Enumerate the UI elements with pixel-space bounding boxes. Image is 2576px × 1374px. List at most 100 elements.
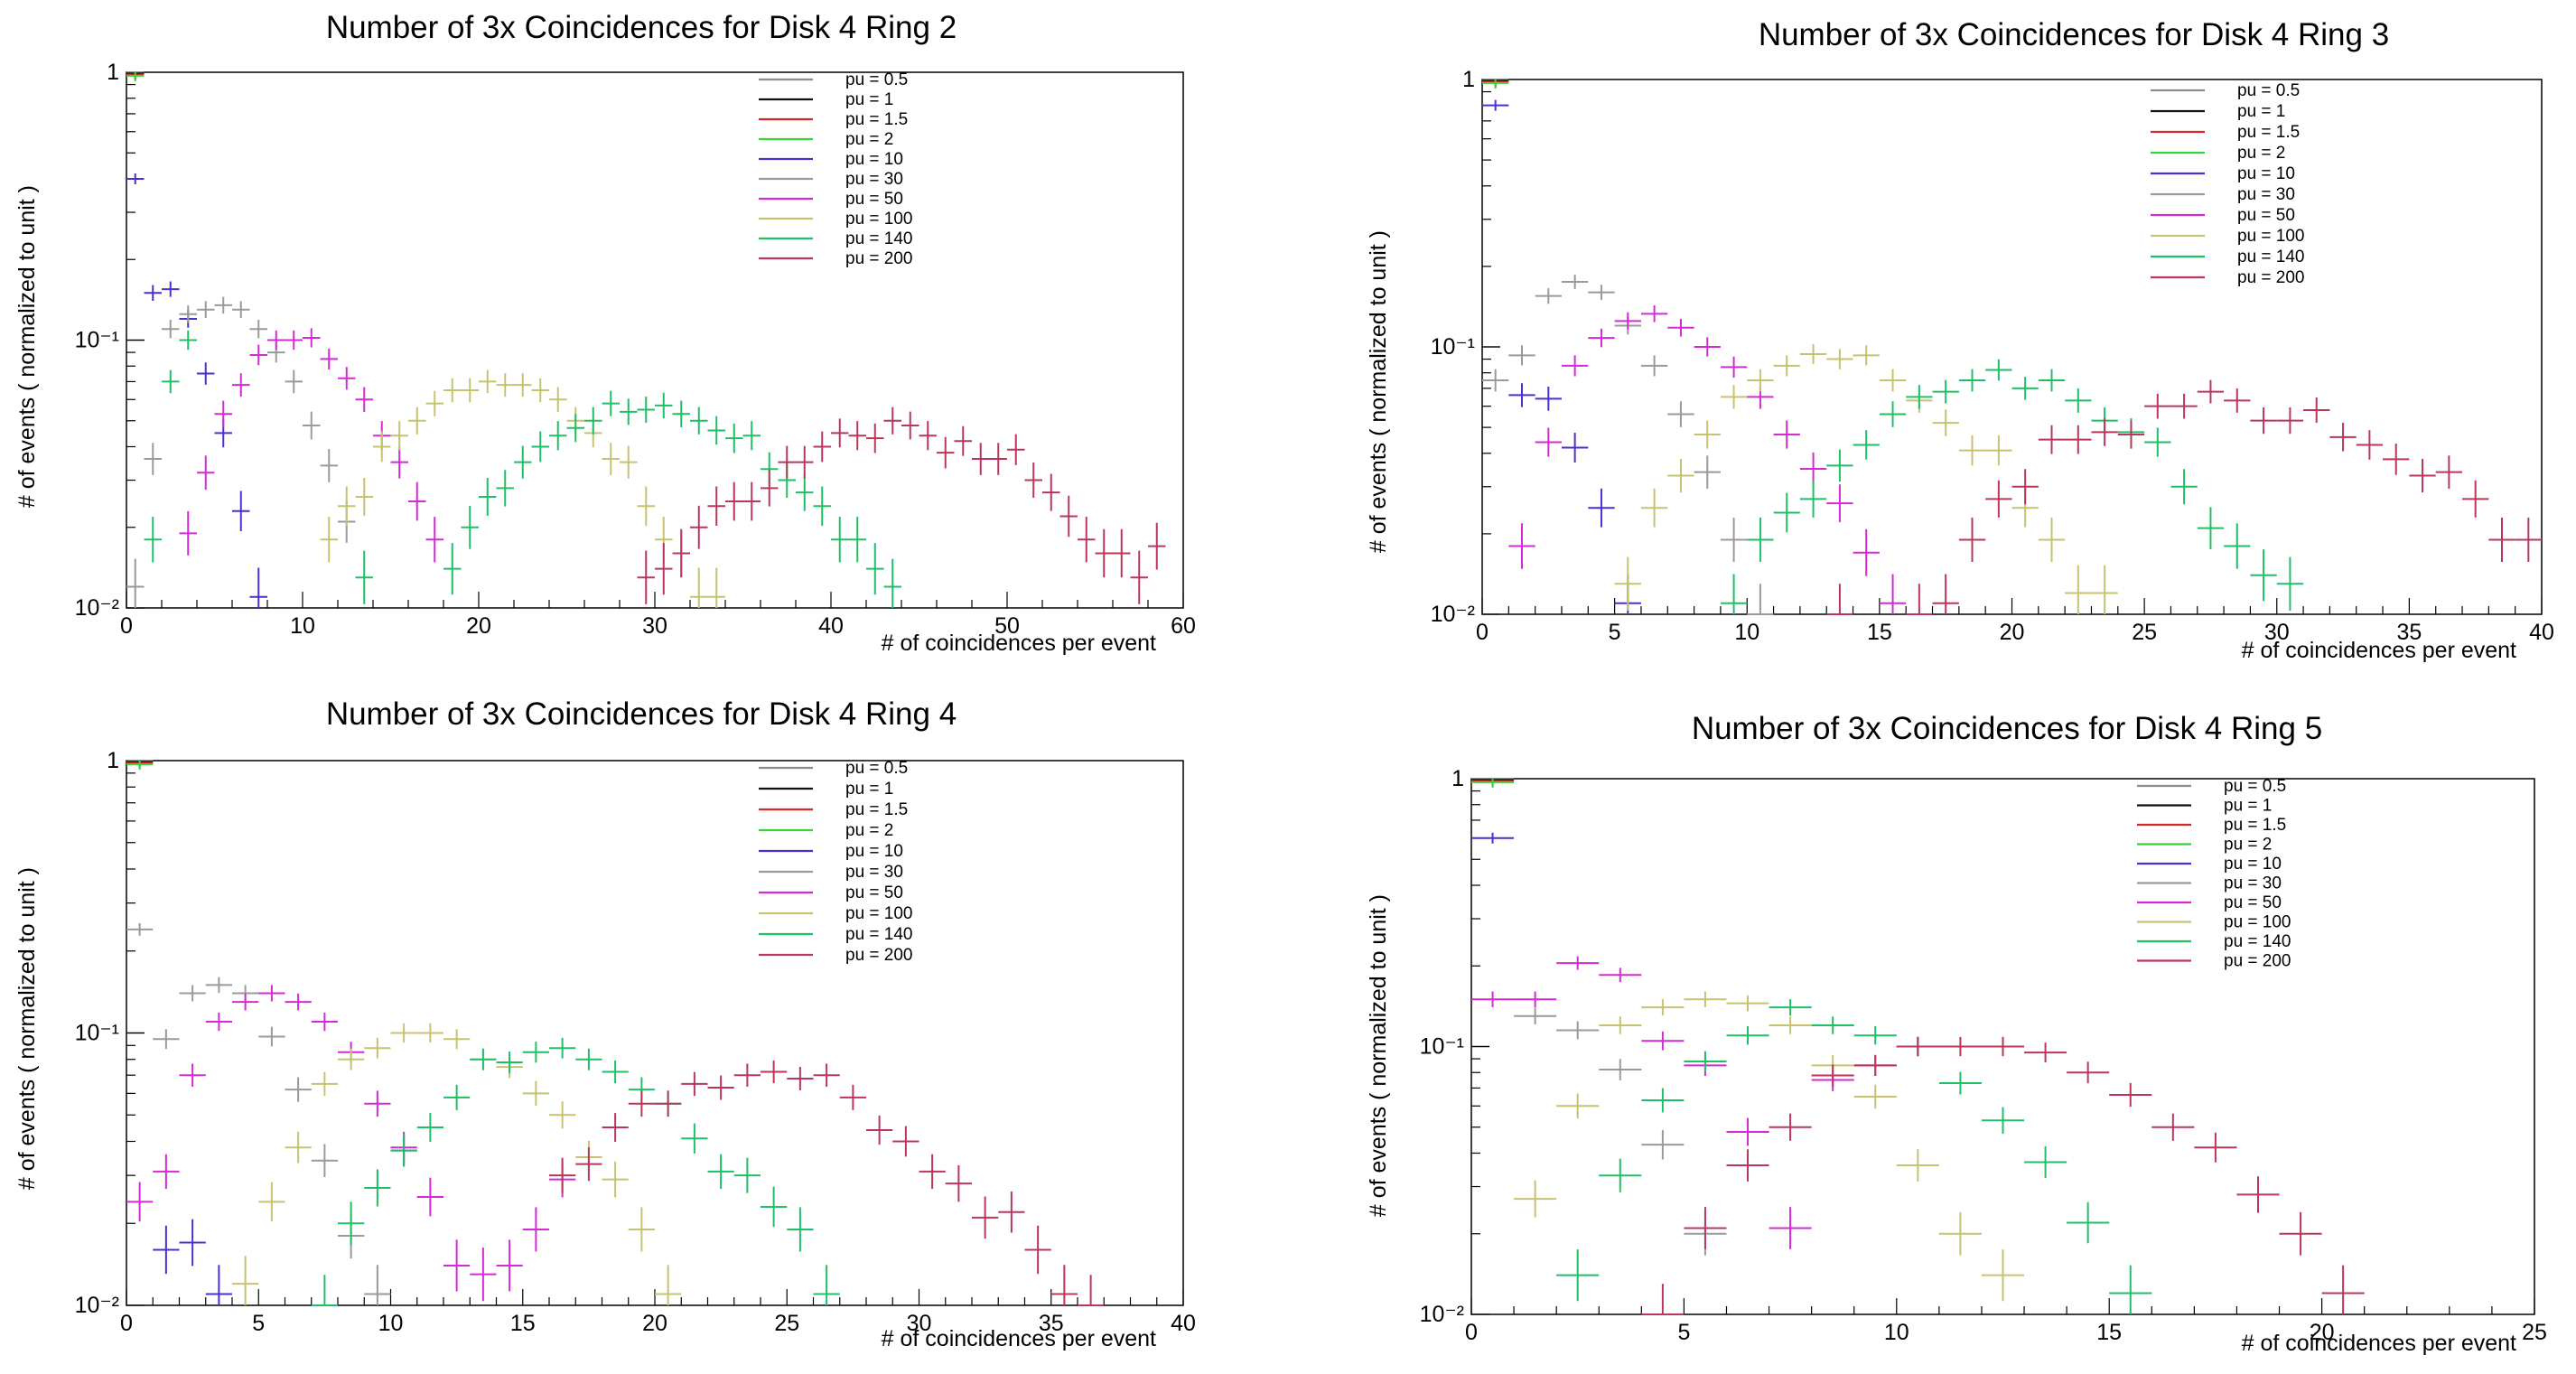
data-point <box>919 1154 946 1190</box>
data-point <box>285 1077 312 1102</box>
data-point <box>1535 387 1562 411</box>
data-point <box>742 481 761 521</box>
data-point <box>549 1157 576 1193</box>
data-point <box>575 1147 602 1182</box>
data-point <box>761 470 779 507</box>
series-8 <box>311 1037 840 1306</box>
data-point <box>2170 393 2198 419</box>
y-tick-label: 1 <box>1451 766 1464 791</box>
data-point <box>2303 397 2330 424</box>
series-9 <box>549 1060 1105 1306</box>
data-point <box>883 558 901 608</box>
series-9 <box>1641 1036 2365 1315</box>
data-point <box>707 1075 734 1100</box>
data-point <box>1556 1249 1600 1302</box>
data-point <box>1007 434 1025 465</box>
data-point <box>320 348 338 370</box>
chart-title: Number of 3x Coincidences for Disk 4 Rin… <box>326 696 957 732</box>
data-point <box>883 407 901 435</box>
data-point <box>2109 1265 2152 1314</box>
data-point <box>514 373 532 397</box>
data-point <box>549 1101 576 1129</box>
data-point <box>945 1164 972 1202</box>
data-point <box>1599 1158 1642 1192</box>
data-point <box>690 407 708 435</box>
data-point <box>232 301 250 319</box>
data-point <box>1694 337 1721 357</box>
data-point <box>311 1144 338 1178</box>
legend-label: pu = 1.5 <box>2237 123 2300 142</box>
data-point <box>303 411 321 440</box>
legend-label: pu = 200 <box>845 946 913 965</box>
legend-label: pu = 2 <box>845 821 893 840</box>
data-point <box>1879 574 1907 614</box>
legend-label: pu = 30 <box>845 170 903 189</box>
data-point <box>197 362 215 385</box>
legend-label: pu = 140 <box>2237 248 2305 266</box>
data-point <box>364 1265 391 1305</box>
data-point <box>267 330 285 351</box>
data-point <box>566 414 584 443</box>
data-point <box>258 985 285 1002</box>
data-point <box>637 550 655 604</box>
data-point <box>1826 449 1853 482</box>
data-point <box>1896 1036 1939 1057</box>
series-3 <box>126 72 145 81</box>
data-point <box>232 373 250 397</box>
y-tick-label: 10⁻¹ <box>1431 334 1475 360</box>
x-tick-label: 30 <box>907 1311 932 1336</box>
data-point <box>214 400 232 427</box>
data-point <box>285 1131 312 1164</box>
legend-label: pu = 50 <box>845 190 903 209</box>
data-point <box>1508 523 1535 569</box>
legend-label: pu = 0.5 <box>845 759 908 778</box>
data-point <box>733 1157 761 1193</box>
data-point <box>443 1084 471 1110</box>
data-point <box>637 486 655 527</box>
data-point <box>1514 991 1557 1008</box>
x-tick-label: 5 <box>1609 620 1621 645</box>
data-point <box>1556 1093 1600 1119</box>
data-point <box>311 1071 338 1097</box>
data-point <box>1024 463 1042 499</box>
series-5 <box>126 296 356 608</box>
legend-label: pu = 30 <box>2237 185 2295 204</box>
data-point <box>1684 991 1727 1008</box>
data-point <box>522 1042 549 1063</box>
data-point <box>2236 1176 2280 1213</box>
legend-label: pu = 0.5 <box>2224 777 2286 796</box>
data-point <box>2276 407 2304 435</box>
data-point <box>1896 1149 1939 1182</box>
data-point <box>602 1113 629 1142</box>
data-point <box>2279 1211 2322 1256</box>
data-point <box>285 330 303 351</box>
data-point <box>2409 458 2436 493</box>
y-axis-label: # of events ( normalized to unit ) <box>1366 894 1391 1217</box>
x-tick-label: 10 <box>1884 1320 1909 1345</box>
data-point <box>1148 522 1166 570</box>
y-tick-label: 10⁻¹ <box>1420 1034 1464 1060</box>
y-tick-label: 10⁻² <box>1431 602 1475 627</box>
data-point <box>390 1023 417 1043</box>
x-tick-label: 20 <box>2310 1320 2335 1345</box>
data-point <box>355 550 373 604</box>
data-point <box>232 1256 259 1305</box>
data-point <box>655 392 673 419</box>
data-point <box>1561 355 1589 377</box>
data-point <box>2011 469 2039 505</box>
data-point <box>901 411 919 440</box>
data-point <box>690 505 708 549</box>
data-point <box>1095 528 1113 578</box>
data-point <box>2065 388 2092 413</box>
legend-label: pu = 1 <box>845 90 893 109</box>
legend-label: pu = 30 <box>2224 874 2282 893</box>
data-point <box>153 1154 180 1190</box>
series-6 <box>1508 305 1907 614</box>
data-point <box>2515 517 2542 563</box>
data-point <box>470 1248 497 1302</box>
x-tick-label: 20 <box>642 1311 667 1336</box>
data-point <box>1747 584 1774 615</box>
data-point <box>707 567 725 608</box>
data-point <box>416 1113 443 1142</box>
